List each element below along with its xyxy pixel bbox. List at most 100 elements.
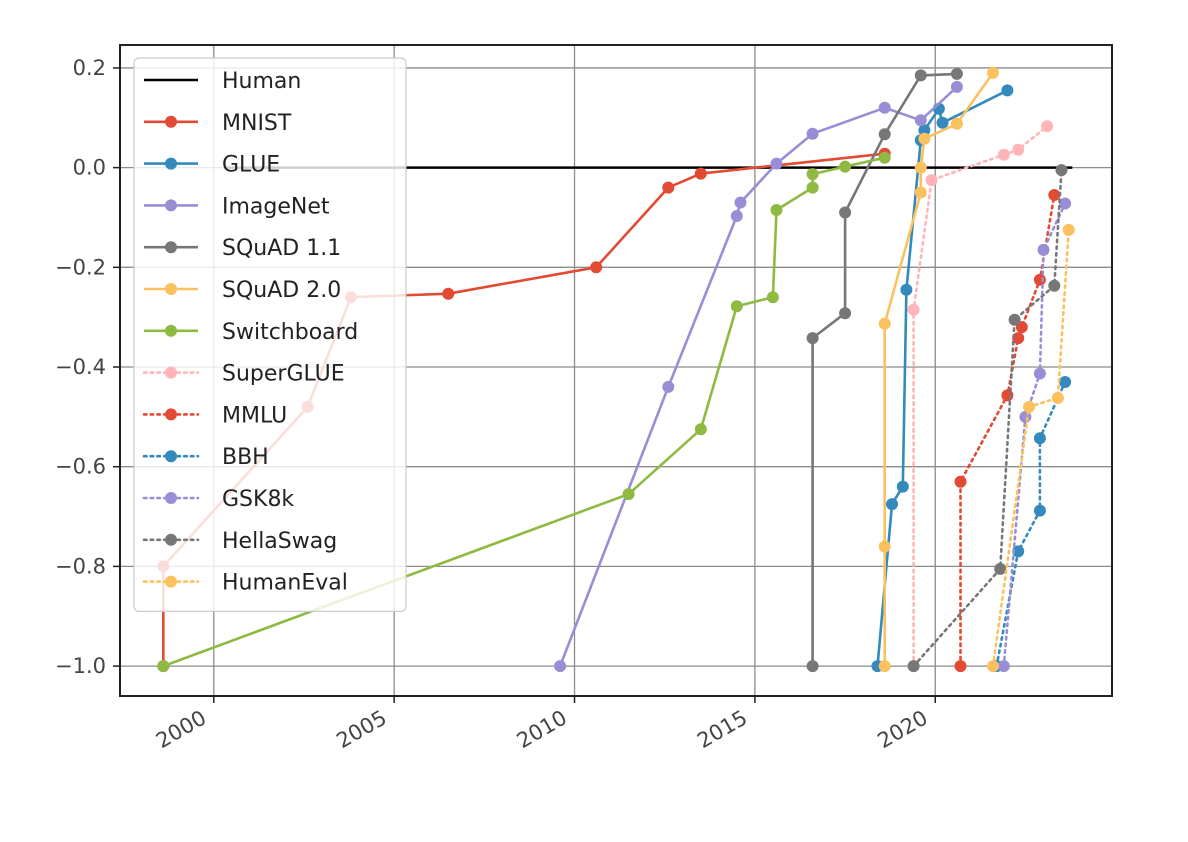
data-point-hellaswag [1048,279,1061,292]
data-point-mmlu [1033,273,1046,286]
data-point-imagenet [730,210,743,222]
legend-label: BBH [222,445,269,470]
data-point-bbh [1033,432,1046,445]
legend-swatch-marker [165,408,177,421]
series-line-humaneval [991,228,1070,668]
data-point-switchboard [770,204,783,216]
y-tick-label: −0.4 [55,355,106,379]
data-point-squad-1-1 [878,128,891,141]
data-point-switchboard [730,300,743,313]
y-tick-label: 0.0 [73,156,106,180]
y-tick-label: −0.6 [55,455,106,479]
data-point-mmlu [1015,321,1028,334]
legend-swatch-marker [165,199,177,212]
plot-frame [119,44,1113,697]
y-tick-label: 0.2 [73,56,106,80]
data-point-imagenet [662,380,675,393]
data-point-squad-2-0 [914,161,927,174]
data-point-squad-1-1 [839,206,852,219]
legend-label: MNIST [222,111,292,136]
data-point-glue [936,116,949,129]
series-line-switchboard [162,156,885,668]
data-point-bbh [1059,376,1072,388]
data-point-mnist [662,181,675,194]
data-point-switchboard [157,660,170,673]
legend-label: Switchboard [222,320,358,345]
data-point-superglue [907,303,920,316]
legend-swatch-marker [165,575,177,588]
data-point-mmlu [954,660,967,673]
legend-item-squad-1-1: SQuAD 1.1 [144,236,341,261]
y-tick-label: −1.0 [55,654,106,678]
data-point-squad-2-0 [878,540,891,553]
data-point-mnist [442,287,455,300]
legend-item-hellaswag: HellaSwag [142,529,337,554]
data-point-imagenet [554,660,567,673]
data-point-squad-1-1 [914,69,927,82]
legend-label: ImageNet [222,194,330,219]
series-squad-2-0 [878,66,999,673]
legend-label: GLUE [222,153,280,178]
x-tick-label: 2010 [513,706,571,754]
data-point-imagenet [950,80,963,93]
legend-swatch-marker [165,324,177,337]
data-point-imagenet [806,127,819,140]
legend-swatch-marker [165,450,177,463]
data-point-switchboard [878,151,891,164]
legend-swatch-marker [165,366,177,379]
legend-label: Human [222,69,301,94]
data-point-hellaswag [1008,313,1021,326]
data-point-mmlu [1048,189,1061,201]
legend-label: HellaSwag [222,529,337,554]
data-point-gsk8k [997,660,1010,673]
legend-swatch-marker [165,283,177,295]
legend-item-gsk8k: GSK8k [142,487,294,512]
series-humaneval [987,223,1075,673]
data-point-squad-2-0 [878,317,891,330]
data-point-bbh [1033,504,1046,517]
data-point-squad-1-1 [950,67,963,80]
x-tick-label: 2015 [693,706,751,754]
data-point-superglue [997,148,1010,161]
data-point-switchboard [806,168,819,181]
data-point-gsk8k [1059,197,1072,210]
legend-label: HumanEval [222,571,348,596]
data-point-gsk8k [1037,243,1050,256]
data-point-bbh [1012,545,1025,558]
data-point-glue [900,283,913,296]
series-mmlu [954,189,1061,673]
legend-swatch-marker [165,157,177,170]
legend-label: GSK8k [222,487,294,512]
legend-box [133,57,407,613]
y-tick-label: −0.8 [55,554,106,578]
data-point-imagenet [770,157,783,170]
data-point-mnist [590,261,603,274]
data-point-humaneval [1062,223,1075,236]
data-point-mmlu [954,475,967,488]
legend-label: MMLU [222,403,287,428]
legend-swatch-marker [165,115,177,128]
legend-swatch-marker [165,533,177,546]
data-point-squad-2-0 [987,66,999,79]
legend-label: SQuAD 1.1 [222,236,341,261]
series-switchboard [157,151,891,673]
data-point-squad-1-1 [839,307,852,320]
series-squad-1-1 [806,67,963,673]
legend-item-bbh: BBH [142,445,269,470]
series-line-superglue [912,125,1049,668]
data-point-switchboard [694,423,707,436]
legend-item-imagenet: ImageNet [144,194,330,219]
series-hellaswag [907,164,1068,673]
legend-swatch-marker [165,241,177,254]
x-axis-ticks: 2000 2005 2010 2015 2020 [152,696,936,754]
legend-label: SuperGLUE [222,362,345,387]
data-point-hellaswag [907,660,920,673]
y-axis-ticks: 0.2 0.0 −0.2 −0.4 −0.6 −0.8 −1.0 [55,56,120,678]
data-point-humaneval [987,660,999,673]
data-point-humaneval [1051,391,1064,404]
legend-item-mnist: MNIST [144,111,292,136]
data-point-gsk8k [1033,367,1046,380]
data-point-squad-2-0 [914,186,927,199]
series-gsk8k [997,197,1072,673]
